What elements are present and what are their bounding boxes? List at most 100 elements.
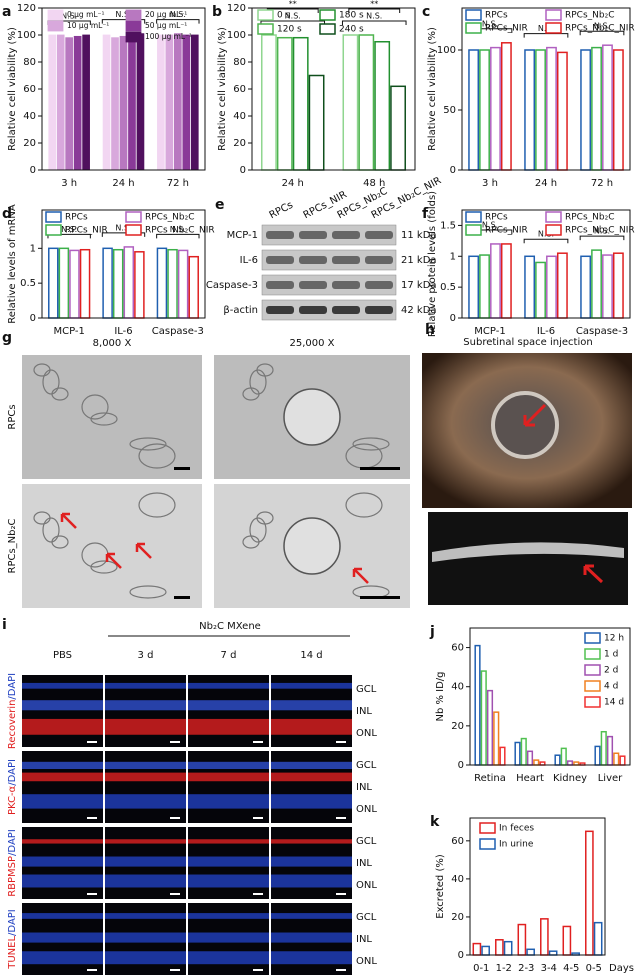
legend-label: RPCs	[65, 213, 88, 223]
layer-label: ONL	[356, 728, 377, 739]
blot-band	[332, 256, 360, 264]
column-label: 25,000 X	[289, 338, 334, 349]
bracket	[523, 33, 569, 38]
bar	[490, 243, 501, 319]
bar	[188, 255, 199, 319]
legend-label: 2 d	[604, 666, 618, 676]
bar	[548, 950, 558, 956]
fluor-band	[188, 761, 269, 769]
scale-bar	[336, 817, 346, 819]
blot-band	[266, 281, 294, 289]
bar	[481, 945, 490, 956]
y-tick-label: 0.5	[440, 282, 456, 293]
bar	[165, 34, 174, 171]
panel-label: b	[212, 4, 222, 20]
legend-label: 50 µg mL⁻¹	[145, 21, 187, 30]
bar	[111, 37, 119, 171]
bar	[390, 85, 406, 171]
column-label: 14 d	[300, 650, 322, 661]
legend-label: RPCs_Nb₂C_NIR	[145, 226, 215, 236]
annotation: N.S.	[61, 12, 77, 21]
fluor-band	[271, 874, 352, 888]
bar	[48, 34, 57, 171]
stain-name: PKC-α	[7, 785, 18, 815]
lane-label: RPCs	[268, 200, 295, 222]
scale-bar	[87, 893, 97, 895]
bar	[474, 644, 481, 766]
legend-swatch	[584, 680, 601, 692]
bar	[136, 33, 145, 171]
annotation: N.S.	[482, 220, 498, 229]
vesicle	[283, 517, 341, 575]
bar	[358, 34, 375, 171]
bracket	[579, 30, 625, 36]
legend-swatch	[125, 224, 142, 236]
scale-bar	[170, 893, 180, 895]
bar	[56, 34, 65, 171]
blot-band	[299, 281, 327, 289]
legend-swatch	[257, 9, 274, 21]
stain-label: RBPMSP/DAPI	[7, 829, 18, 897]
fluor-band	[271, 839, 352, 844]
x-tick-label: 3 h	[61, 178, 77, 189]
plot-frame	[469, 817, 606, 956]
y-tick-label: 0	[30, 313, 36, 324]
legend-label: In urine	[499, 840, 534, 850]
bar	[613, 752, 620, 766]
bar	[594, 745, 601, 766]
x-tick-label: 0-5	[586, 963, 602, 974]
protein-size: 42 kDa	[401, 305, 437, 316]
legend-swatch	[545, 9, 562, 21]
fluor-band	[105, 839, 186, 844]
x-tick-label: 24 h	[535, 178, 557, 189]
organelle	[242, 387, 260, 401]
annotation: N.S.	[482, 19, 498, 28]
y-tick-label: 1.5	[440, 220, 456, 231]
plot-frame	[469, 627, 631, 766]
y-tick-label: 0	[458, 950, 464, 961]
bar	[58, 247, 70, 319]
bar	[546, 46, 557, 171]
fluor-band	[22, 761, 103, 769]
bar	[580, 255, 592, 319]
panel-label: a	[2, 4, 11, 20]
annotation: N.S.	[115, 10, 131, 19]
legend-swatch	[319, 23, 336, 35]
layer-label: ONL	[356, 956, 377, 967]
bar	[585, 830, 594, 956]
bar	[102, 34, 111, 171]
bar	[612, 49, 624, 171]
bar	[292, 36, 309, 171]
bar	[535, 261, 546, 319]
fluor-band	[188, 794, 269, 809]
legend-label: RPCs_Nb₂C_NIR	[565, 226, 635, 236]
bar	[500, 42, 512, 171]
y-tick-label: 0	[450, 165, 456, 176]
legend-label: 1 d	[604, 650, 618, 660]
stain-counter: /DAPI	[7, 673, 18, 700]
bar	[48, 247, 59, 319]
legend-swatch	[479, 838, 496, 850]
legend-swatch	[47, 20, 64, 32]
bar	[524, 49, 536, 171]
organelle	[81, 394, 109, 420]
fluor-band	[271, 700, 352, 711]
organelle	[352, 437, 390, 451]
x-tick-label: IL-6	[114, 326, 132, 337]
bar	[540, 918, 549, 956]
bar	[190, 34, 199, 171]
bar	[500, 243, 512, 319]
y-axis-label: Relative cell viability (%)	[427, 27, 438, 151]
scale-bar	[360, 596, 400, 599]
image-title: Subretinal space injection	[463, 337, 592, 348]
arrow	[352, 567, 369, 584]
x-tick-label: 48 h	[363, 178, 385, 189]
bar	[520, 737, 527, 766]
panel-label: e	[215, 197, 225, 213]
organelle	[242, 535, 260, 549]
layer-label: INL	[356, 782, 372, 793]
layer-label: ONL	[356, 880, 377, 891]
legend-swatch	[47, 9, 64, 21]
fluor-band	[188, 718, 269, 735]
y-axis-label: Excreted (%)	[435, 854, 446, 919]
